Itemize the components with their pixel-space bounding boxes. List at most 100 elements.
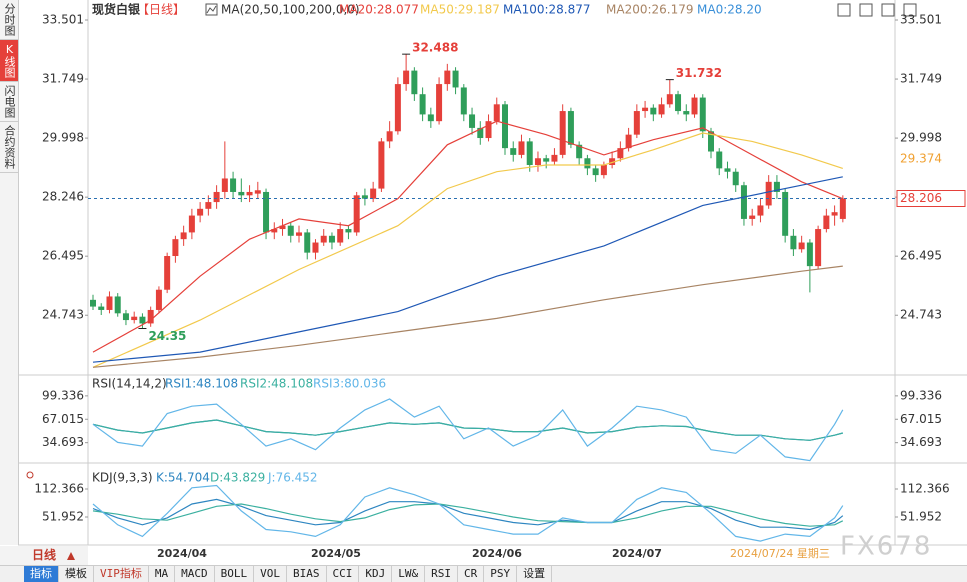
sidebar-tab[interactable]: 合约资料 — [0, 122, 18, 173]
cursor-date: 2024/07/24 星期三 — [730, 547, 830, 560]
toolbar-button[interactable]: CCI — [327, 566, 360, 582]
candle-body — [122, 313, 129, 321]
legend-entry: MA200:26.179 — [606, 3, 694, 17]
candle-body — [139, 316, 146, 324]
candle-body — [708, 131, 714, 152]
background — [0, 0, 967, 565]
y-tick-label: 67.015 — [42, 412, 84, 426]
candle-body — [724, 168, 731, 172]
toolbar-button[interactable]: 指标 — [24, 566, 59, 582]
candle-body — [460, 87, 467, 115]
candle-body — [254, 190, 261, 194]
candle-body — [403, 70, 410, 85]
toolbar-button[interactable]: 设置 — [517, 566, 553, 582]
series-line — [92, 484, 844, 542]
candle-body — [378, 141, 385, 189]
candle-body — [337, 229, 344, 243]
toolbar-button[interactable]: BIAS — [287, 566, 327, 582]
candle-body — [485, 121, 492, 139]
candle-body — [765, 181, 772, 206]
candle-body — [279, 225, 286, 230]
toolbar-button[interactable]: PSY — [484, 566, 518, 582]
kdj-icon[interactable] — [26, 471, 34, 479]
candle-body — [831, 212, 838, 216]
icon-button[interactable] — [903, 3, 917, 17]
candle-body — [436, 84, 443, 122]
candle-body — [271, 229, 278, 233]
y-tick-label: 31.749 — [42, 72, 84, 86]
toolbar-button[interactable]: 模板 — [59, 566, 94, 582]
candle-body — [543, 158, 550, 162]
sidebar-tab[interactable]: 分时图 — [0, 0, 18, 40]
candle-body — [806, 242, 813, 267]
candle-body — [798, 242, 805, 250]
y-tick-label: 33.501 — [900, 13, 942, 27]
y-tick-label: 24.743 — [900, 308, 942, 322]
x-tick-label: 2024/06 — [472, 547, 522, 560]
legend-entry: MA20:28.077 — [339, 3, 419, 17]
candle-body — [213, 191, 220, 203]
candle-body — [131, 316, 138, 321]
period-button[interactable]: 日线 — [0, 546, 88, 565]
candle-body — [782, 191, 789, 236]
candle-body — [180, 232, 187, 240]
candle-body — [773, 181, 780, 192]
candle-body — [411, 70, 418, 95]
candle-body — [815, 229, 822, 267]
series-line — [92, 120, 844, 353]
toolbar-button[interactable]: RSI — [425, 566, 458, 582]
candle-body — [246, 191, 253, 196]
period-text: 日线 — [32, 548, 57, 562]
period-label: 【日线】 — [137, 3, 185, 17]
candle-body — [732, 171, 739, 186]
candle-body — [90, 299, 96, 307]
toolbar-button[interactable]: CR — [458, 566, 485, 582]
candle-body — [221, 178, 228, 192]
sidebar-tab[interactable]: K线图 — [0, 40, 18, 82]
toolbar-button[interactable]: MACD — [175, 566, 215, 582]
toolbar-button[interactable]: KDJ — [359, 566, 393, 582]
candle-body — [534, 158, 541, 165]
sidebar: 分时图 K线图 闪电图 合约资料 — [0, 0, 19, 545]
candle-body — [675, 94, 682, 112]
current-price-label: 28.206 — [900, 191, 942, 205]
icon-button[interactable] — [881, 3, 895, 17]
toolbar-button[interactable]: BOLL — [215, 566, 255, 582]
candle-body — [839, 198, 846, 219]
y-tick-label: 99.336 — [42, 388, 84, 402]
candle-body — [370, 188, 377, 199]
sidebar-tab[interactable]: 闪电图 — [0, 82, 18, 122]
candle-body — [287, 225, 294, 236]
toolbar-button[interactable]: VOL — [254, 566, 287, 582]
ma-icon[interactable] — [205, 3, 218, 16]
toolbar-button[interactable]: LW& — [392, 566, 426, 582]
icon-button[interactable] — [837, 3, 851, 17]
y-tick-label: 29.998 — [900, 131, 942, 145]
series-line — [92, 503, 844, 527]
toolbar-button[interactable]: VIP指标 — [94, 566, 149, 582]
candle-body — [419, 94, 426, 115]
candle-body — [304, 232, 311, 253]
legend-entry: RSI2:48.108 — [240, 377, 313, 391]
y-tick-label: 51.952 — [900, 509, 942, 523]
icon-button[interactable] — [859, 3, 873, 17]
candle-body — [230, 178, 237, 192]
y-tick-label: 67.015 — [900, 412, 942, 426]
series-line — [92, 132, 843, 368]
ma-params: MA(20,50,100,200,0,0) — [221, 3, 360, 17]
candle-body — [502, 104, 508, 149]
candle-body — [600, 164, 607, 176]
candle-body — [493, 104, 500, 122]
candle-body — [477, 127, 484, 139]
y-tick-label: 26.495 — [900, 249, 942, 263]
extreme-label: 24.35 — [148, 329, 186, 343]
y-tick-label: 33.501 — [42, 13, 84, 27]
y-tick-label: 26.495 — [42, 249, 84, 263]
x-tick-label: 2024/05 — [311, 547, 361, 560]
legend-entry: D:43.829 — [210, 471, 265, 485]
candle-body — [592, 168, 599, 176]
toolbar-button[interactable]: MA — [149, 566, 176, 582]
candle-body — [757, 205, 764, 216]
y-tick-label: 28.246 — [42, 190, 84, 204]
candle-body — [452, 70, 459, 88]
